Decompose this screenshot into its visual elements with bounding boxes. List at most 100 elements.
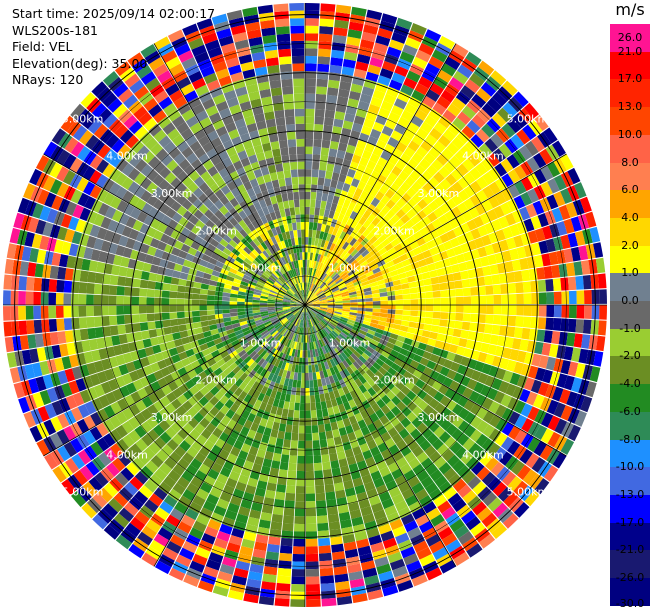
velocity-gate: [402, 44, 418, 57]
velocity-gate: [425, 567, 443, 581]
velocity-gate: [312, 440, 320, 449]
velocity-gate: [150, 218, 161, 230]
velocity-gate: [426, 507, 441, 521]
velocity-gate: [213, 61, 228, 73]
velocity-gate: [463, 296, 472, 305]
velocity-gate: [153, 533, 170, 547]
velocity-gate: [288, 261, 294, 270]
velocity-gate: [172, 270, 181, 279]
velocity-gate: [227, 589, 244, 601]
velocity-gate: [346, 235, 354, 244]
velocity-gate: [272, 271, 280, 279]
velocity-gate: [219, 395, 229, 405]
velocity-gate: [302, 342, 305, 351]
velocity-gate: [540, 428, 554, 444]
velocity-gate: [315, 278, 320, 286]
velocity-gate: [237, 150, 248, 161]
velocity-gate: [216, 178, 227, 189]
velocity-gate: [553, 174, 567, 191]
velocity-gate: [286, 416, 294, 426]
velocity-gate: [379, 292, 388, 297]
velocity-gate: [260, 511, 272, 522]
velocity-gate: [521, 418, 534, 433]
velocity-gate: [403, 244, 413, 254]
velocity-gate: [372, 267, 381, 275]
velocity-gate: [228, 535, 243, 546]
velocity-gate: [240, 323, 249, 330]
velocity-gate: [390, 349, 400, 358]
velocity-gate: [140, 356, 150, 368]
velocity-gate: [226, 370, 236, 380]
velocity-gate: [152, 412, 165, 424]
velocity-gate: [274, 305, 283, 307]
colorbar-tick-label: 4.0: [621, 210, 639, 224]
velocity-gate: [589, 366, 601, 383]
velocity-gate: [165, 426, 177, 439]
velocity-gate: [336, 595, 353, 606]
velocity-gate: [152, 424, 165, 437]
velocity-gate: [391, 395, 402, 406]
velocity-gate: [495, 404, 507, 418]
velocity-gate: [279, 317, 287, 323]
velocity-gate: [286, 313, 293, 319]
velocity-gate: [453, 372, 464, 384]
velocity-gate: [361, 474, 373, 485]
velocity-gate: [452, 272, 462, 281]
velocity-gate: [244, 403, 254, 413]
velocity-gate: [400, 214, 411, 224]
velocity-gate: [309, 319, 314, 327]
velocity-gate: [208, 257, 218, 266]
velocity-gate: [325, 292, 334, 297]
velocity-gate: [227, 332, 237, 339]
velocity-gate: [318, 339, 324, 348]
velocity-gate: [219, 238, 229, 248]
velocity-gate: [101, 358, 112, 371]
velocity-gate: [249, 240, 258, 249]
velocity-gate: [494, 162, 508, 177]
velocity-gate: [498, 215, 510, 229]
velocity-gate: [460, 356, 471, 367]
velocity-gate: [559, 388, 571, 405]
velocity-gate: [363, 432, 374, 443]
velocity-gate: [224, 201, 234, 212]
velocity-gate: [276, 268, 283, 276]
velocity-gate: [33, 291, 42, 305]
velocity-gate: [290, 298, 299, 303]
velocity-gate: [303, 305, 305, 313]
velocity-gate: [291, 317, 297, 324]
velocity-gate: [241, 409, 251, 420]
velocity-gate: [439, 349, 449, 359]
velocity-gate: [295, 501, 305, 509]
velocity-gate: [318, 431, 327, 441]
velocity-gate: [416, 127, 429, 140]
velocity-gate: [341, 293, 350, 298]
velocity-gate: [103, 192, 115, 206]
velocity-gate: [60, 115, 76, 132]
velocity-gate: [526, 188, 540, 203]
velocity-gate: [250, 194, 259, 205]
velocity-gate: [139, 279, 149, 289]
velocity-gate: [331, 317, 340, 323]
velocity-gate: [470, 228, 481, 240]
velocity-gate: [412, 445, 424, 458]
velocity-gate: [100, 381, 112, 395]
velocity-gate: [347, 319, 356, 324]
velocity-gate: [109, 477, 124, 492]
velocity-gate: [239, 339, 249, 347]
velocity-gate: [429, 488, 443, 501]
velocity-gate: [167, 109, 181, 122]
velocity-gate: [299, 299, 305, 305]
velocity-gate: [284, 272, 290, 280]
velocity-gate: [272, 349, 279, 358]
velocity-gate: [443, 486, 458, 500]
velocity-gate: [294, 310, 300, 317]
velocity-gate: [429, 540, 445, 554]
velocity-gate: [269, 314, 277, 319]
velocity-gate: [479, 452, 493, 466]
velocity-gate: [394, 98, 408, 110]
velocity-gate: [217, 570, 233, 583]
velocity-gate: [541, 225, 553, 240]
velocity-gate: [351, 422, 361, 432]
velocity-gate: [296, 311, 301, 318]
velocity-gate: [56, 166, 70, 182]
